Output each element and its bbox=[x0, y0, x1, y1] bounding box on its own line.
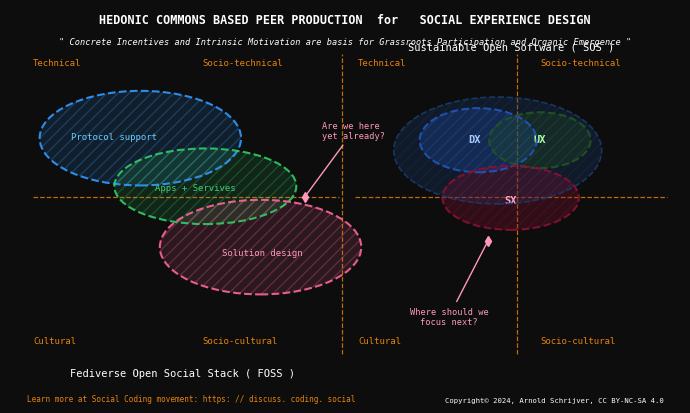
Ellipse shape bbox=[160, 200, 362, 295]
Text: Socio-cultural: Socio-cultural bbox=[202, 336, 277, 345]
Ellipse shape bbox=[39, 92, 241, 186]
Text: Are we here
yet already?: Are we here yet already? bbox=[306, 121, 385, 195]
Text: Technical: Technical bbox=[358, 59, 406, 68]
Text: Fediverse Open Social Stack ( FOSS ): Fediverse Open Social Stack ( FOSS ) bbox=[70, 368, 295, 379]
Text: " Concrete Incentives and Intrinsic Motivation are basis for Grassroots Particip: " Concrete Incentives and Intrinsic Moti… bbox=[59, 38, 631, 47]
Ellipse shape bbox=[420, 109, 537, 173]
Text: DX: DX bbox=[469, 135, 481, 145]
Text: Where should we
focus next?: Where should we focus next? bbox=[410, 244, 489, 326]
Text: Cultural: Cultural bbox=[33, 336, 76, 345]
Text: Protocol support: Protocol support bbox=[71, 132, 157, 141]
Text: Technical: Technical bbox=[33, 59, 81, 68]
Text: SX: SX bbox=[504, 195, 517, 205]
Ellipse shape bbox=[442, 166, 579, 230]
Ellipse shape bbox=[115, 149, 296, 225]
Text: Copyright© 2024, Arnold Schrijver, CC BY-NC-SA 4.0: Copyright© 2024, Arnold Schrijver, CC BY… bbox=[444, 396, 663, 403]
Text: UX: UX bbox=[533, 135, 546, 145]
Text: Learn more at Social Coding movement: https: // discuss. coding. social: Learn more at Social Coding movement: ht… bbox=[27, 394, 355, 403]
Text: Socio-technical: Socio-technical bbox=[202, 59, 283, 68]
Text: Apps + Servives: Apps + Servives bbox=[155, 183, 236, 192]
Ellipse shape bbox=[489, 113, 591, 169]
Text: Solution design: Solution design bbox=[221, 248, 302, 257]
Text: Socio-technical: Socio-technical bbox=[540, 59, 620, 68]
Text: Socio-cultural: Socio-cultural bbox=[540, 336, 615, 345]
Text: Sustainable Open Software ( SOS ): Sustainable Open Software ( SOS ) bbox=[408, 43, 614, 52]
Text: Cultural: Cultural bbox=[358, 336, 401, 345]
Ellipse shape bbox=[394, 98, 602, 204]
Text: HEDONIC COMMONS BASED PEER PRODUCTION  for   SOCIAL EXPERIENCE DESIGN: HEDONIC COMMONS BASED PEER PRODUCTION fo… bbox=[99, 14, 591, 27]
